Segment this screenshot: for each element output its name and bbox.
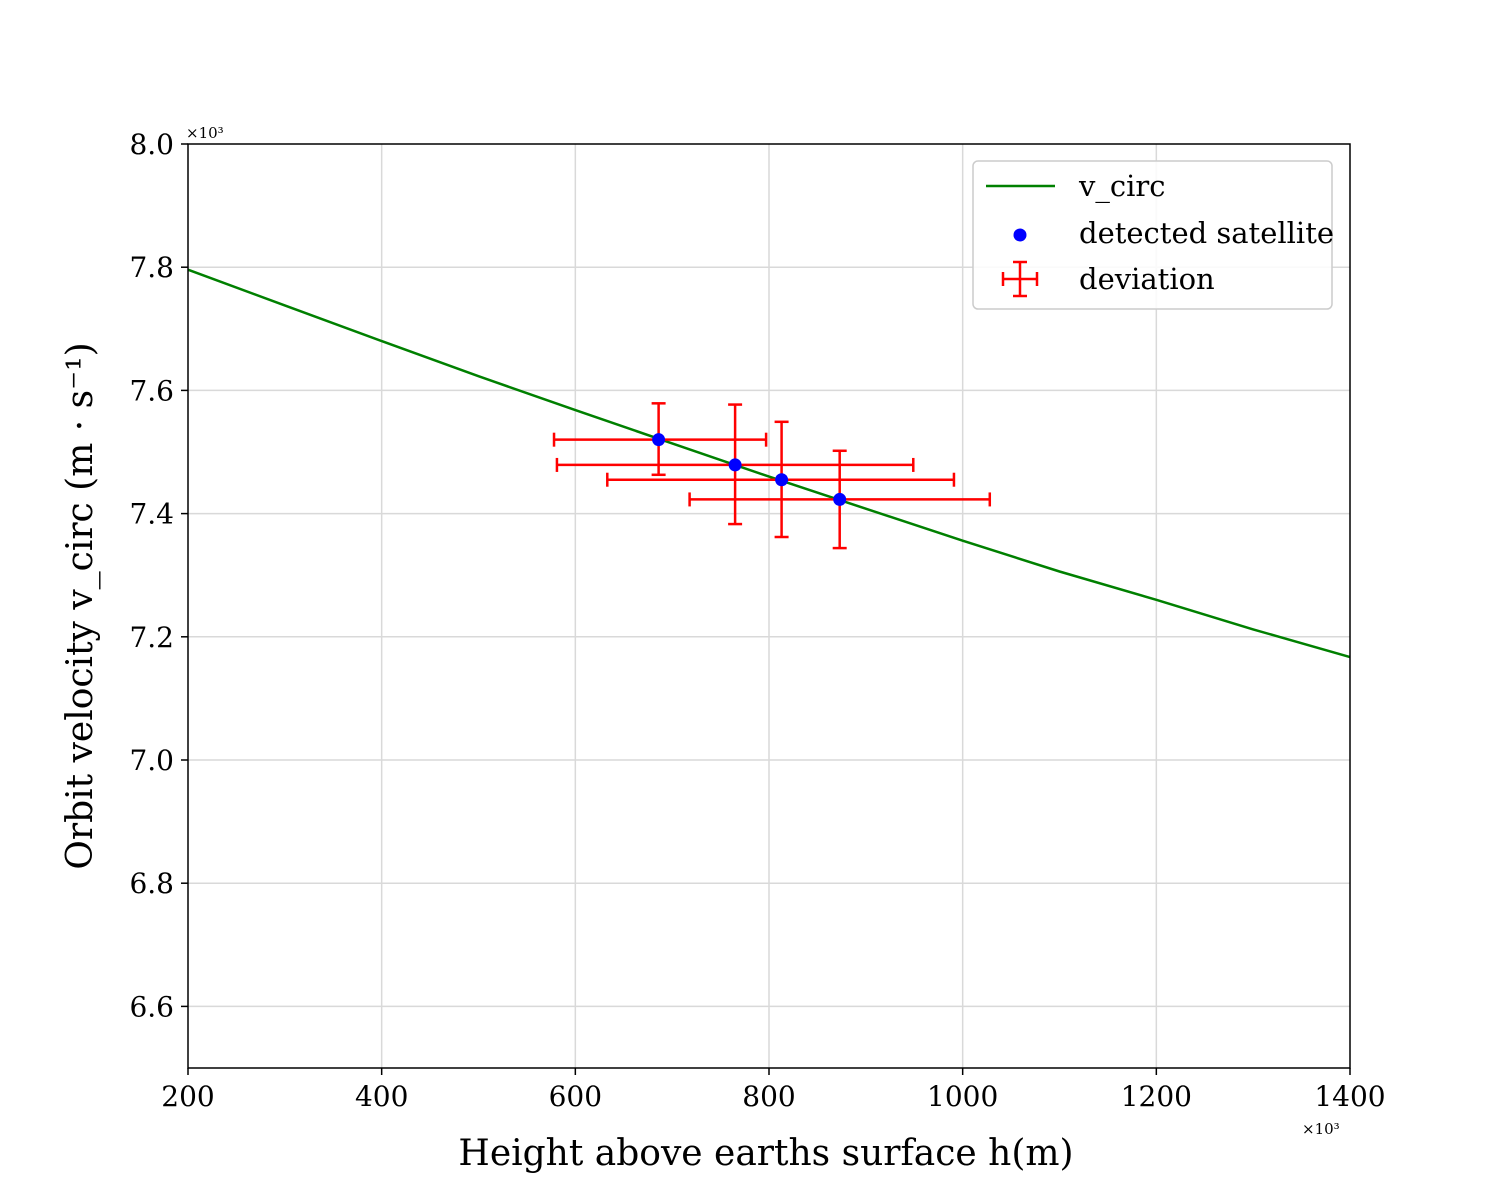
- y-tick-label: 7.6: [129, 374, 174, 407]
- satellite-point: [652, 433, 666, 447]
- y-tick-label: 7.0: [129, 744, 174, 777]
- x-tick-label: 600: [549, 1080, 602, 1113]
- y-tick-label: 6.6: [129, 990, 174, 1023]
- legend-label-deviation: deviation: [1079, 262, 1215, 296]
- x-tick-label: 200: [161, 1080, 214, 1113]
- legend-label-detected-satellite: detected satellite: [1079, 216, 1334, 250]
- satellite-point: [728, 458, 742, 472]
- x-exponent-label: ×10³: [1302, 1120, 1340, 1138]
- axis-ticks: 200 400 600 800 1000 1200 1400 6.6 6.8 7.0 7.2 7.4 7…: [129, 128, 1385, 1113]
- y-axis-label: Orbit velocity v_circ (m · s⁻¹): [60, 342, 101, 869]
- plot-data: [187, 268, 1351, 659]
- legend-errorbar-swatch: [1001, 260, 1039, 298]
- grid-lines: [188, 144, 1350, 1068]
- x-tick-label: 1000: [927, 1080, 998, 1113]
- y-tick-label: 8.0: [129, 128, 174, 161]
- legend-label-vcirc: v_circ: [1078, 169, 1166, 204]
- y-tick-label: 7.2: [129, 621, 174, 654]
- x-tick-label: 1200: [1121, 1080, 1192, 1113]
- legend-point-swatch: [1013, 228, 1027, 242]
- x-tick-label: 1400: [1314, 1080, 1385, 1113]
- legend-box: [972, 160, 1333, 310]
- x-axis-label: Height above earths surface h(m): [458, 1133, 1073, 1174]
- x-tick-label: 400: [355, 1080, 408, 1113]
- y-tick-label: 7.8: [129, 251, 174, 284]
- vcirc-line: [187, 268, 1351, 659]
- legend: v_circ detected satellite deviation: [972, 160, 1334, 310]
- satellite-point: [833, 492, 847, 506]
- y-tick-label: 7.4: [129, 498, 174, 531]
- y-tick-label: 6.8: [129, 867, 174, 900]
- x-tick-label: 800: [742, 1080, 795, 1113]
- satellite-point: [775, 473, 789, 487]
- y-exponent-label: ×10³: [186, 124, 224, 142]
